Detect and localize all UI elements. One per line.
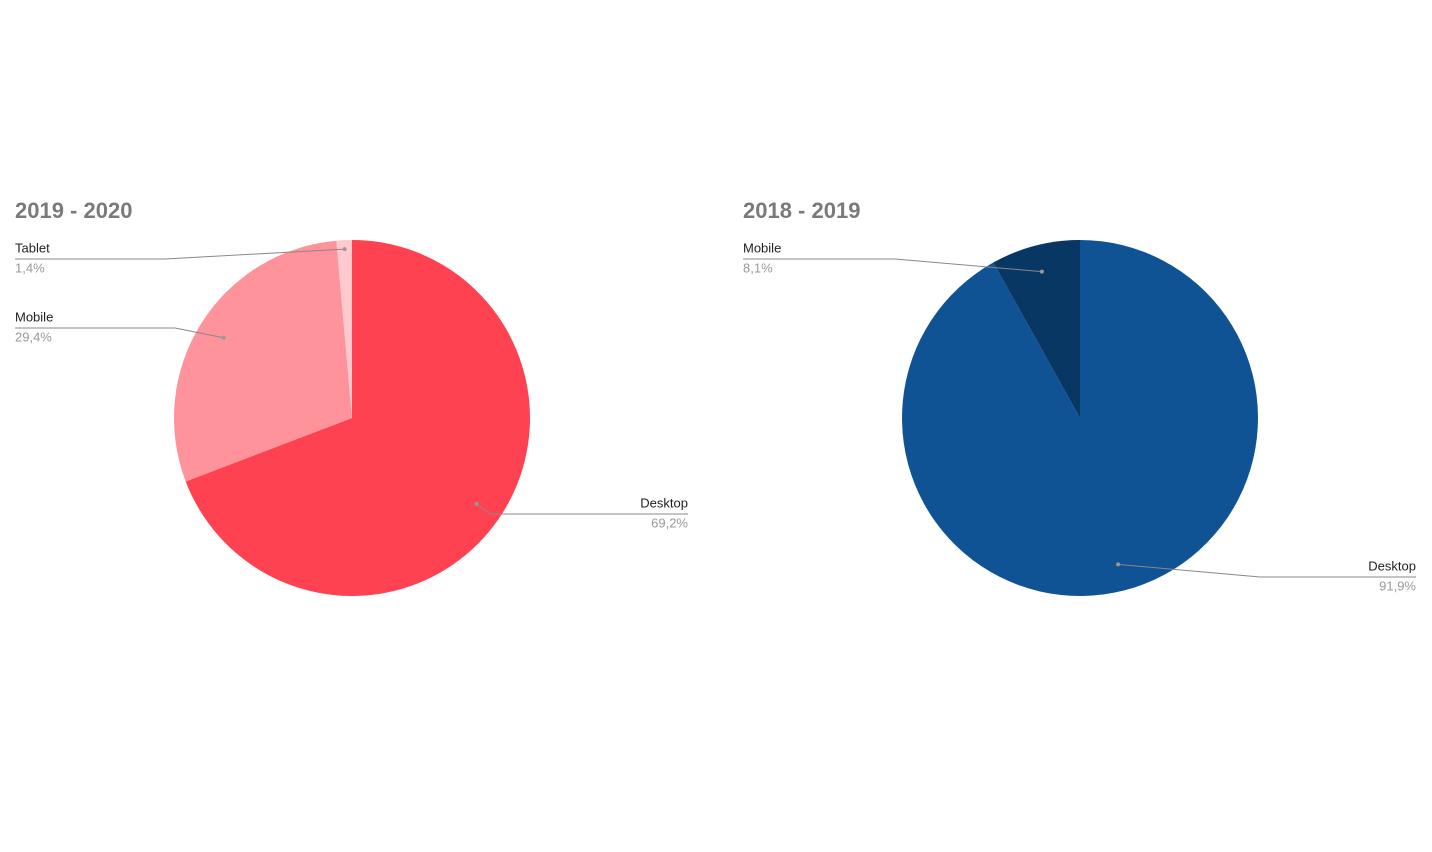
legend-label: Mobile: [15, 309, 53, 324]
pie-slice: [993, 240, 1080, 418]
legend-label: Tablet: [15, 240, 50, 255]
value-label: 1,4%: [15, 260, 45, 275]
pie-slice: [185, 240, 530, 596]
leader-dot: [1039, 269, 1044, 274]
leader-line: [1118, 563, 1416, 578]
legend-label: Desktop: [640, 495, 688, 510]
chart-title: 2018 - 2019: [743, 198, 860, 223]
leader-dot: [221, 335, 226, 340]
value-label: 29,4%: [15, 329, 52, 344]
legend-label: Desktop: [1368, 558, 1416, 573]
leader-dot: [342, 247, 347, 252]
leader-line: [15, 248, 345, 260]
chart-title: 2019 - 2020: [15, 198, 132, 223]
pie-slice: [174, 240, 352, 482]
leader-line: [476, 503, 688, 515]
value-label: 8,1%: [743, 260, 773, 275]
leader-dot: [1116, 562, 1121, 567]
value-label: 69,2%: [651, 515, 688, 530]
leader-line: [743, 258, 1042, 273]
legend-label: Mobile: [743, 240, 781, 255]
value-label: 91,9%: [1379, 578, 1416, 593]
leader-dot: [474, 501, 479, 506]
pie-slice: [336, 240, 352, 418]
leader-line: [15, 327, 224, 339]
